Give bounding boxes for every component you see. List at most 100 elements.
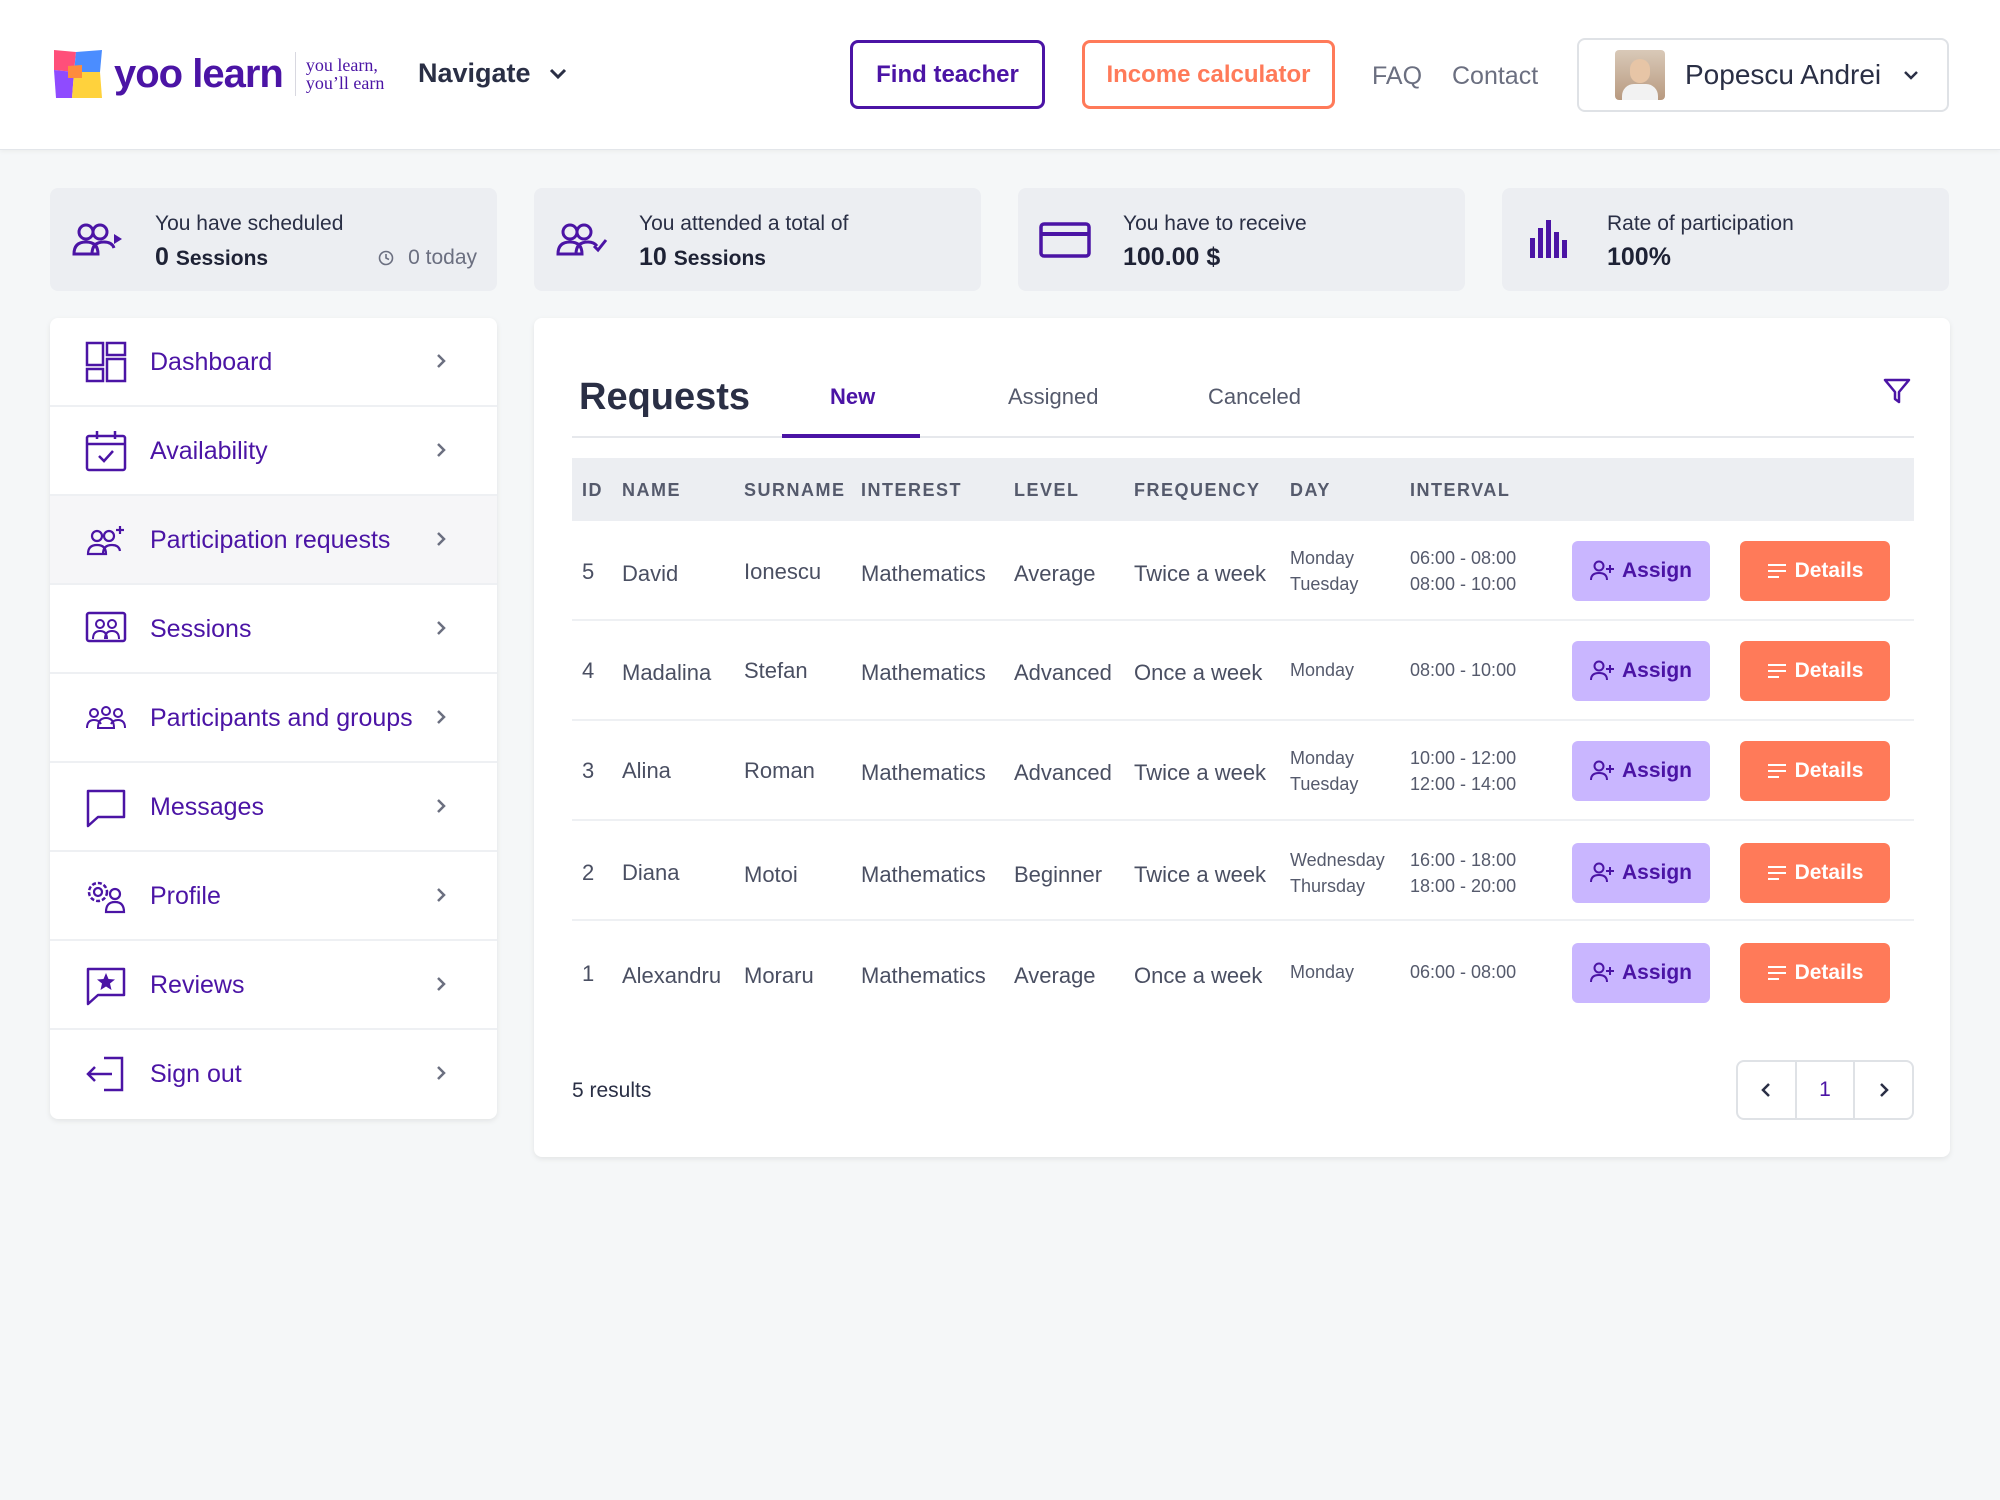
stat-unit: Sessions [673,247,766,270]
details-button[interactable]: Details [1740,541,1890,601]
assign-label: Assign [1621,559,1692,582]
details-button[interactable]: Details [1740,641,1890,701]
sidebar-item-label: Profile [150,882,221,910]
stat-today-text: 0 today [408,246,477,269]
chevron-left-icon [1761,1083,1771,1097]
logo-mark-icon [54,50,102,98]
stat-card-attended: You attended a total of 10 Sessions [534,188,981,291]
assign-button[interactable]: Assign [1572,741,1710,801]
sidebar-item-sessions[interactable]: Sessions [50,585,497,674]
page-number-button[interactable]: 1 [1797,1062,1856,1118]
sidebar-item-reviews[interactable]: Reviews [50,941,497,1030]
sidebar-item-availability[interactable]: Availability [50,407,497,496]
sidebar-item-messages[interactable]: Messages [50,763,497,852]
page-title: Requests [579,376,751,418]
tab-new[interactable]: New [830,384,876,409]
pagination: 1 [1736,1060,1914,1120]
avatar [1615,50,1665,100]
cell-interval-2: 08:00 - 10:00 [1410,574,1517,594]
chevron-right-icon [437,532,446,546]
tab-canceled[interactable]: Canceled [1208,384,1301,409]
stat-today: 0 today [378,246,477,270]
details-button[interactable]: Details [1740,741,1890,801]
chevron-right-icon [437,621,446,635]
cell-id: 1 [582,961,595,986]
list-icon [1767,966,1786,980]
sidebar-item-participation-requests[interactable]: Participation requests [50,496,497,585]
list-icon [1767,664,1786,678]
cell-interval: 10:00 - 12:00 12:00 - 14:00 [1410,745,1516,797]
details-button[interactable]: Details [1740,843,1890,903]
faq-link[interactable]: FAQ [1372,62,1423,90]
cell-name: Madalina [622,660,712,685]
user-plus-icon [1589,862,1614,883]
stat-unit: Sessions [175,247,269,270]
assign-button[interactable]: Assign [1572,943,1710,1003]
assign-button[interactable]: Assign [1572,843,1710,903]
navigate-dropdown[interactable]: Navigate [418,58,567,89]
list-icon [1767,866,1786,880]
cell-level: Beginner [1014,862,1103,887]
filter-icon[interactable] [1882,376,1912,406]
cell-interval: 08:00 - 10:00 [1410,657,1516,683]
sign-out-icon [86,1056,124,1092]
stat-value: 0 Sessions [155,243,268,272]
profile-gear-icon [87,881,126,914]
assign-button[interactable]: Assign [1572,641,1710,701]
sidebar-item-label: Sessions [150,615,252,643]
cell-interval-2: 18:00 - 20:00 [1410,876,1517,896]
logo-tagline: you learn, you’ll earn [306,56,384,92]
details-label: Details [1794,861,1864,884]
column-header: INTERVAL [1410,480,1511,500]
details-button[interactable]: Details [1740,943,1890,1003]
cell-surname: Stefan [744,658,808,683]
cell-id: 5 [582,559,595,584]
income-calculator-button[interactable]: Income calculator [1082,40,1335,109]
cell-id: 3 [582,758,595,783]
contact-link[interactable]: Contact [1452,62,1539,90]
user-plus-icon [1589,760,1614,781]
cell-interval: 06:00 - 08:00 08:00 - 10:00 [1410,545,1516,597]
next-page-button[interactable] [1855,1062,1912,1118]
find-teacher-button[interactable]: Find teacher [850,40,1045,109]
column-header: DAY [1290,480,1331,500]
user-menu-dropdown[interactable]: Popescu Andrei [1577,38,1949,112]
logo-wordmark: yoo learn [114,51,284,96]
cell-interval: 06:00 - 08:00 [1410,959,1516,985]
sidebar-item-dashboard[interactable]: Dashboard [50,318,497,407]
stat-card-participation: Rate of participation 100% [1502,188,1949,291]
user-plus-icon [1589,560,1614,581]
star-message-icon [86,967,126,1006]
cell-day: Monday Tuesday [1290,745,1358,797]
cell-interval-1: 16:00 - 18:00 [1410,850,1517,870]
logo[interactable]: yoo learn you learn, you’ll earn [52,48,384,100]
cell-day-2: Thursday [1290,876,1366,896]
tabs-divider [572,436,1914,438]
sidebar-item-profile[interactable]: Profile [50,852,497,941]
cell-frequency: Twice a week [1134,561,1267,586]
cell-frequency: Once a week [1134,660,1263,685]
table-row: 5 David Ionescu Mathematics Average Twic… [572,521,1914,621]
results-count: 5 results [572,1079,652,1102]
chevron-down-icon [549,68,566,79]
details-label: Details [1794,961,1864,984]
cell-interest: Mathematics [861,561,986,586]
cell-name: Alexandru [622,963,722,988]
assign-label: Assign [1621,659,1692,682]
cell-name: Alina [622,758,671,783]
table-row: 2 Diana Motoi Mathematics Beginner Twice… [572,821,1914,921]
table-header: ID NAME SURNAME INTEREST LEVEL FREQUENCY… [572,458,1914,521]
tab-assigned[interactable]: Assigned [1008,384,1099,409]
assign-button[interactable]: Assign [1572,541,1710,601]
prev-page-button[interactable] [1738,1062,1797,1118]
cell-day-1: Monday [1290,748,1355,768]
cell-day-1: Wednesday [1290,850,1385,870]
requests-panel: Requests New Assigned Canceled ID NAME S… [534,318,1950,1157]
sidebar-item-participants-groups[interactable]: Participants and groups [50,674,497,763]
top-header: yoo learn you learn, you’ll earn Navigat… [0,0,2000,150]
sidebar-item-sign-out[interactable]: Sign out [50,1030,497,1119]
chevron-right-icon [437,1066,446,1080]
calendar-check-icon [85,431,127,472]
stat-value: 100.00 $ [1123,243,1221,271]
cell-day: Monday [1290,657,1354,683]
